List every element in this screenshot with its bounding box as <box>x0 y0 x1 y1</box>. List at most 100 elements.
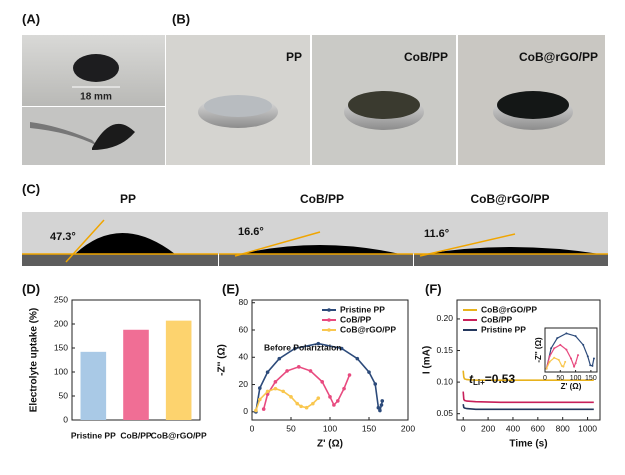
marker <box>297 365 301 369</box>
marker <box>316 396 321 400</box>
x-tick-label: 1000 <box>578 423 597 433</box>
marker <box>285 369 289 373</box>
legend-label: CoB@rGO/PP <box>340 324 396 334</box>
coin-top <box>204 95 272 117</box>
marker <box>258 397 262 402</box>
marker <box>378 408 382 413</box>
marker <box>295 401 300 406</box>
droplet <box>240 245 400 254</box>
bar <box>165 320 192 420</box>
y-tick-label: 250 <box>54 294 68 304</box>
y-tick-label: 0.20 <box>436 313 453 323</box>
droplet <box>75 233 175 254</box>
inset-x-tick-label: 0 <box>543 375 547 382</box>
x-tick-label: 0 <box>250 423 255 433</box>
tangent <box>419 233 516 257</box>
legend-label: Pristine PP <box>481 324 526 334</box>
y-tick-label: 40 <box>239 352 249 362</box>
y-tick-label: 150 <box>54 342 68 352</box>
inset-marker <box>582 343 585 346</box>
photo-title: CoB/PP <box>404 50 448 64</box>
inset-marker <box>559 343 562 346</box>
x-axis-label: Time (s) <box>509 439 547 450</box>
photo-title: PP <box>120 192 136 206</box>
marker <box>304 405 309 410</box>
angle: 11.6° <box>424 228 449 240</box>
inset-marker <box>548 360 551 363</box>
inset-marker <box>550 347 553 350</box>
marker <box>258 386 262 390</box>
tangent <box>65 219 105 263</box>
inset-marker <box>553 347 556 350</box>
marker <box>316 341 321 346</box>
legend-label: CoB/PP <box>340 314 372 324</box>
y-tick-label: 0.05 <box>436 408 453 418</box>
inset-marker <box>574 362 577 365</box>
marker <box>339 346 344 351</box>
marker <box>277 356 282 361</box>
droplet <box>425 247 600 254</box>
inset-y-label: -Z'' (Ω) <box>534 337 543 363</box>
x-tick-label: 100 <box>323 423 337 433</box>
x-tick-label: 800 <box>556 423 570 433</box>
photo-title: CoB/PP <box>300 192 344 206</box>
marker <box>380 399 385 403</box>
y-tick-label: 0 <box>243 406 248 416</box>
x-tick-label: 600 <box>531 423 545 433</box>
x-tick-label: CoB/PP <box>120 430 152 440</box>
marker <box>336 399 340 403</box>
annotation-rest: =0.53 <box>485 372 516 386</box>
inset-marker <box>574 335 577 338</box>
x-tick-label: 50 <box>286 423 296 433</box>
inset-marker <box>586 355 589 358</box>
marker <box>281 389 286 394</box>
legend-label: Pristine PP <box>340 304 385 314</box>
annotation-t: t <box>469 372 474 386</box>
x-tick-label: Pristine PP <box>71 430 116 440</box>
bar <box>80 351 107 420</box>
photo-title: CoB@rGO/PP <box>519 50 598 64</box>
annotation: tLi+=0.53 <box>469 372 515 387</box>
coin-top <box>497 91 569 119</box>
series-line <box>462 391 594 404</box>
y-tick-label: 20 <box>239 379 249 389</box>
tangent <box>234 231 321 257</box>
tweezers <box>30 122 98 146</box>
inset-marker <box>545 367 548 370</box>
marker <box>265 370 270 374</box>
panel-label: (B) <box>172 11 190 26</box>
y-tick-label: 50 <box>59 390 69 400</box>
inset-marker <box>562 365 565 368</box>
x-tick-label: 200 <box>481 423 495 433</box>
inset-marker <box>573 365 576 368</box>
marker <box>332 403 336 407</box>
inset-x-tick-label: 150 <box>585 375 597 382</box>
series-line <box>545 332 595 369</box>
inset-marker <box>553 356 556 359</box>
series-line <box>462 370 594 381</box>
annotation-sub: Li+ <box>473 378 485 387</box>
disc <box>92 123 135 150</box>
legend-marker <box>327 318 331 322</box>
marker <box>254 408 258 413</box>
bar <box>123 329 149 420</box>
marker <box>376 405 381 410</box>
marker <box>311 401 315 406</box>
series-line <box>262 365 351 410</box>
marker <box>347 373 352 377</box>
marker <box>293 346 297 351</box>
legend-marker <box>327 308 331 312</box>
x-axis-label: Z' (Ω) <box>317 439 343 450</box>
inset-marker <box>560 364 563 367</box>
inset-marker <box>548 355 551 358</box>
y-tick-label: 0.10 <box>436 376 453 386</box>
y-axis-label: -Z'' (Ω) <box>217 344 228 376</box>
inset-marker <box>591 364 594 367</box>
marker <box>273 386 278 391</box>
inset-marker <box>570 357 572 360</box>
inset-marker <box>557 358 560 361</box>
annotation: Before Polariztaion <box>264 342 341 352</box>
panel-label: (F) <box>425 281 442 296</box>
disc <box>73 54 119 82</box>
